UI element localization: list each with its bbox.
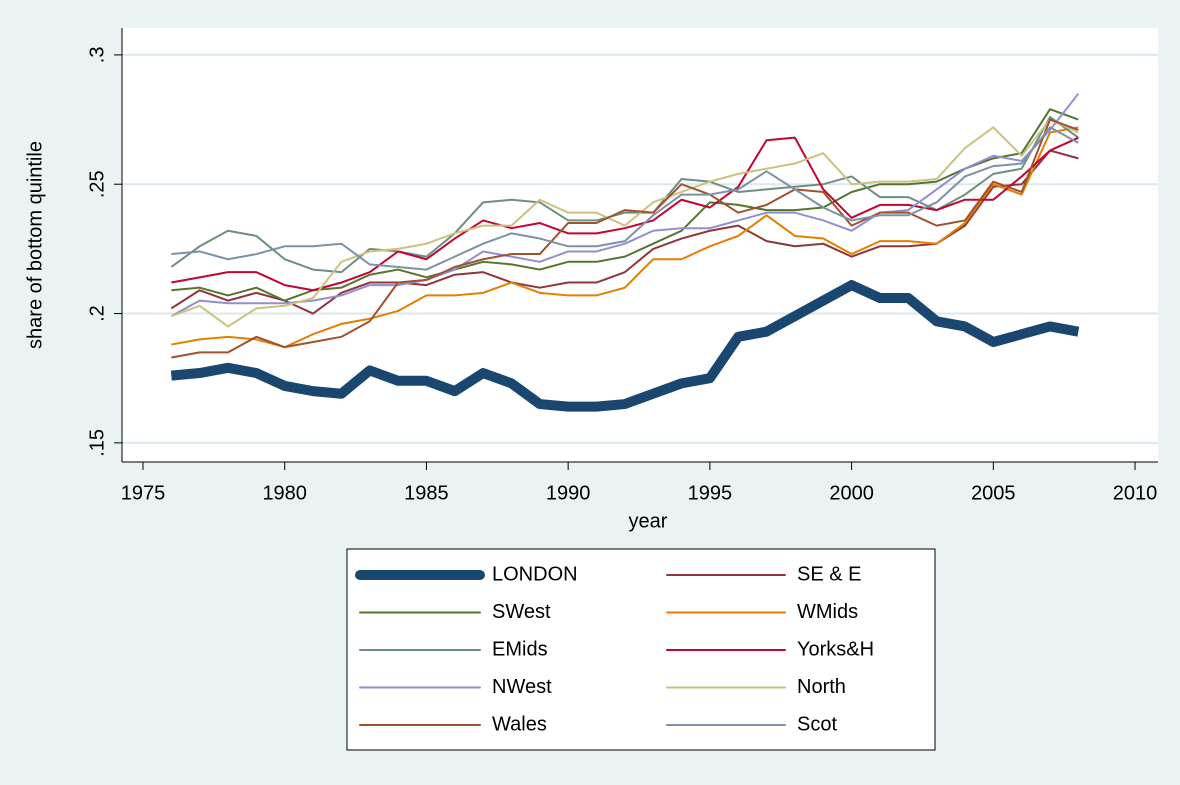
series-line <box>171 108 1079 302</box>
series-line <box>171 136 1079 292</box>
legend-label: Yorks&H <box>797 638 874 660</box>
x-tick-label: 1995 <box>688 482 733 504</box>
legend-label: LONDON <box>492 563 578 585</box>
x-tick-label: 2000 <box>829 482 874 504</box>
series-line <box>170 118 1079 328</box>
series-line <box>171 118 1079 359</box>
x-tick-label: 1985 <box>404 482 449 504</box>
legend-label: Scot <box>797 713 837 735</box>
x-tick-label: 1990 <box>546 482 591 504</box>
x-tick-label: 1980 <box>262 482 307 504</box>
y-tick-label: .15 <box>86 429 108 457</box>
y-tick-label: .3 <box>86 47 108 64</box>
legend-label: Wales <box>492 713 547 735</box>
series-line <box>171 126 1079 349</box>
legend-label: SWest <box>492 601 551 623</box>
legend-label: North <box>797 676 846 698</box>
legend-label: NWest <box>492 676 552 698</box>
y-axis-title: share of bottom quintile <box>24 141 46 349</box>
x-tick-label: 1975 <box>121 482 166 504</box>
series-line <box>171 126 1079 271</box>
y-tick-label: .25 <box>86 170 108 198</box>
series-line <box>170 149 1079 315</box>
x-axis-title: year <box>629 510 668 532</box>
legend-label: EMids <box>492 638 548 660</box>
y-tick-label: .2 <box>86 305 108 322</box>
series-line <box>170 280 1080 412</box>
x-tick-label: 2005 <box>971 482 1016 504</box>
series-line <box>170 93 1080 318</box>
legend-label: WMids <box>797 601 858 623</box>
legend-label: SE & E <box>797 563 861 585</box>
x-tick-label: 2010 <box>1113 482 1158 504</box>
